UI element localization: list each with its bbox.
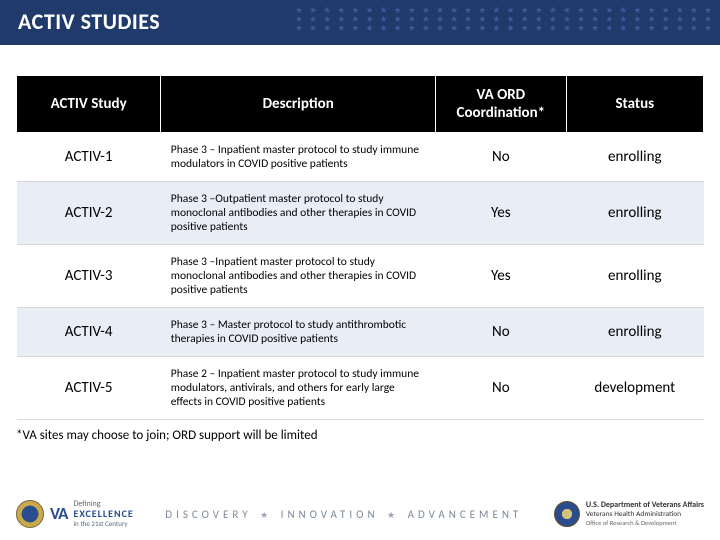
tagline-word: DISCOVERY	[165, 508, 251, 521]
col-header-coordination: VA ORD Coordination*	[436, 76, 567, 133]
star-separator-icon: ★	[385, 510, 401, 521]
footer-left-logo: VA Defining EXCELLENCE in the 21st Centu…	[16, 499, 134, 529]
us-dept-text: U.S. Department of Veterans Affairs Vete…	[586, 501, 704, 528]
footer-center-tagline: DISCOVERY ★ INNOVATION ★ ADVANCEMENT	[134, 508, 554, 521]
us-line1: U.S. Department of Veterans Affairs	[586, 501, 704, 510]
star-pattern: ★ ★ ★ ★ ★ ★ ★ ★ ★ ★ ★ ★ ★ ★ ★ ★ ★ ★ ★ ★ …	[295, 6, 714, 33]
footer: VA Defining EXCELLENCE in the 21st Centu…	[0, 494, 720, 534]
cell-status: development	[566, 357, 703, 420]
cell-coordination: Yes	[436, 245, 567, 308]
col-header-status: Status	[566, 76, 703, 133]
activ-studies-table: ACTIV Study Description VA ORD Coordinat…	[16, 75, 704, 420]
us-line3: Office of Research & Development	[586, 519, 704, 528]
table-row: ACTIV-5 Phase 2 – Inpatient master proto…	[17, 357, 704, 420]
va-excellence-label: EXCELLENCE	[73, 509, 133, 519]
va-big-text: VA	[50, 509, 67, 519]
table-row: ACTIV-1 Phase 3 – Inpatient master proto…	[17, 133, 704, 182]
cell-status: enrolling	[566, 308, 703, 357]
content-area: ACTIV Study Description VA ORD Coordinat…	[0, 45, 720, 420]
va-excellence-text: Defining EXCELLENCE in the 21st Century	[73, 499, 133, 529]
table-row: ACTIV-2 Phase 3 –Outpatient master proto…	[17, 182, 704, 245]
cell-status: enrolling	[566, 245, 703, 308]
cell-description: Phase 2 – Inpatient master protocol to s…	[161, 357, 436, 420]
title-bar: ACTIV STUDIES ★ ★ ★ ★ ★ ★ ★ ★ ★ ★ ★ ★ ★ …	[0, 0, 720, 45]
tagline-word: INNOVATION	[281, 508, 379, 521]
table-row: ACTIV-4 Phase 3 – Master protocol to stu…	[17, 308, 704, 357]
cell-description: Phase 3 – Master protocol to study antit…	[161, 308, 436, 357]
cell-status: enrolling	[566, 133, 703, 182]
us-seal-icon	[554, 501, 580, 527]
cell-description: Phase 3 –Inpatient master protocol to st…	[161, 245, 436, 308]
table-header-row: ACTIV Study Description VA ORD Coordinat…	[17, 76, 704, 133]
va-logo-text: VA	[50, 509, 67, 519]
cell-study: ACTIV-4	[17, 308, 161, 357]
va-seal-icon	[16, 500, 44, 528]
cell-coordination: No	[436, 133, 567, 182]
va-sub-text: in the 21st Century	[73, 519, 133, 529]
us-line2: Veterans Health Administration	[586, 510, 704, 519]
tagline-word: ADVANCEMENT	[408, 508, 523, 521]
cell-description: Phase 3 –Outpatient master protocol to s…	[161, 182, 436, 245]
col-header-description: Description	[161, 76, 436, 133]
footnote: *VA sites may choose to join; ORD suppor…	[0, 420, 720, 443]
col-header-study: ACTIV Study	[17, 76, 161, 133]
star-separator-icon: ★	[258, 510, 274, 521]
footer-right-logo: U.S. Department of Veterans Affairs Vete…	[554, 501, 704, 528]
cell-status: enrolling	[566, 182, 703, 245]
table-row: ACTIV-3 Phase 3 –Inpatient master protoc…	[17, 245, 704, 308]
cell-study: ACTIV-1	[17, 133, 161, 182]
cell-study: ACTIV-3	[17, 245, 161, 308]
cell-coordination: No	[436, 308, 567, 357]
cell-description: Phase 3 – Inpatient master protocol to s…	[161, 133, 436, 182]
cell-study: ACTIV-2	[17, 182, 161, 245]
cell-coordination: No	[436, 357, 567, 420]
cell-study: ACTIV-5	[17, 357, 161, 420]
cell-coordination: Yes	[436, 182, 567, 245]
